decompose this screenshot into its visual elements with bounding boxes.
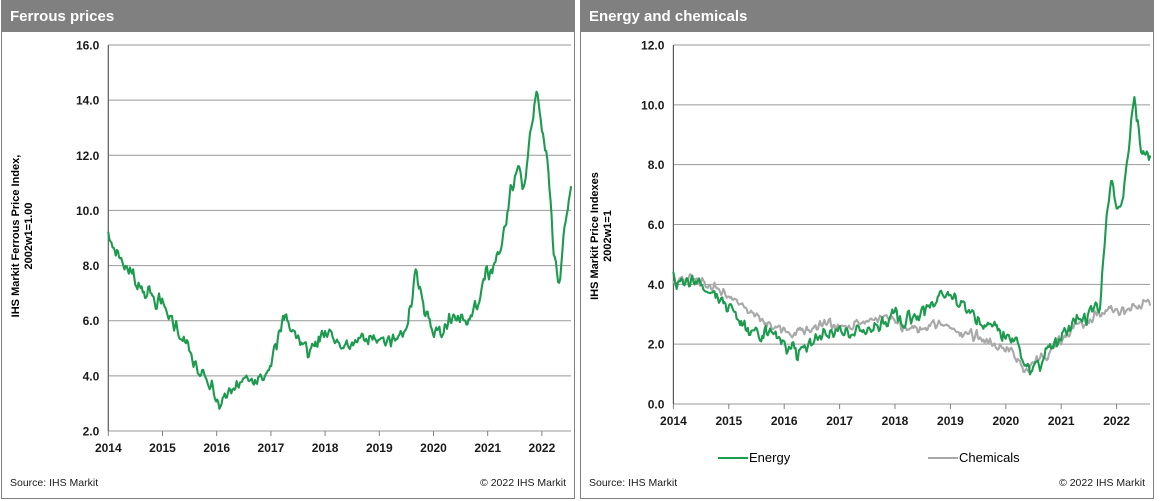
svg-text:6.0: 6.0 xyxy=(83,314,100,328)
svg-text:2016: 2016 xyxy=(203,441,230,455)
svg-text:12.0: 12.0 xyxy=(641,39,665,53)
svg-text:2017: 2017 xyxy=(258,441,285,455)
svg-text:2018: 2018 xyxy=(882,414,909,428)
svg-text:2020: 2020 xyxy=(420,441,447,455)
svg-text:2019: 2019 xyxy=(366,441,393,455)
svg-text:4.0: 4.0 xyxy=(83,369,100,383)
svg-text:2016: 2016 xyxy=(771,414,798,428)
svg-text:0.0: 0.0 xyxy=(648,398,665,412)
svg-text:14.0: 14.0 xyxy=(76,94,100,108)
svg-text:2017: 2017 xyxy=(826,414,853,428)
svg-text:2021: 2021 xyxy=(1048,414,1075,428)
svg-text:2014: 2014 xyxy=(95,441,122,455)
svg-text:8.0: 8.0 xyxy=(648,158,665,172)
svg-text:2022: 2022 xyxy=(1103,414,1130,428)
svg-text:2015: 2015 xyxy=(715,414,742,428)
svg-text:2.0: 2.0 xyxy=(83,425,100,439)
svg-text:12.0: 12.0 xyxy=(76,149,100,163)
svg-text:2020: 2020 xyxy=(992,414,1019,428)
svg-text:10.0: 10.0 xyxy=(76,204,100,218)
svg-text:2015: 2015 xyxy=(149,441,176,455)
svg-text:6.0: 6.0 xyxy=(648,218,665,232)
svg-text:2019: 2019 xyxy=(937,414,964,428)
svg-text:16.0: 16.0 xyxy=(76,39,100,53)
svg-text:4.0: 4.0 xyxy=(648,278,665,292)
svg-text:2014: 2014 xyxy=(660,414,687,428)
svg-text:10.0: 10.0 xyxy=(641,98,665,112)
svg-text:2018: 2018 xyxy=(312,441,339,455)
svg-text:2.0: 2.0 xyxy=(648,338,665,352)
svg-text:2022: 2022 xyxy=(529,441,556,455)
svg-text:2021: 2021 xyxy=(474,441,501,455)
svg-text:8.0: 8.0 xyxy=(83,259,100,273)
